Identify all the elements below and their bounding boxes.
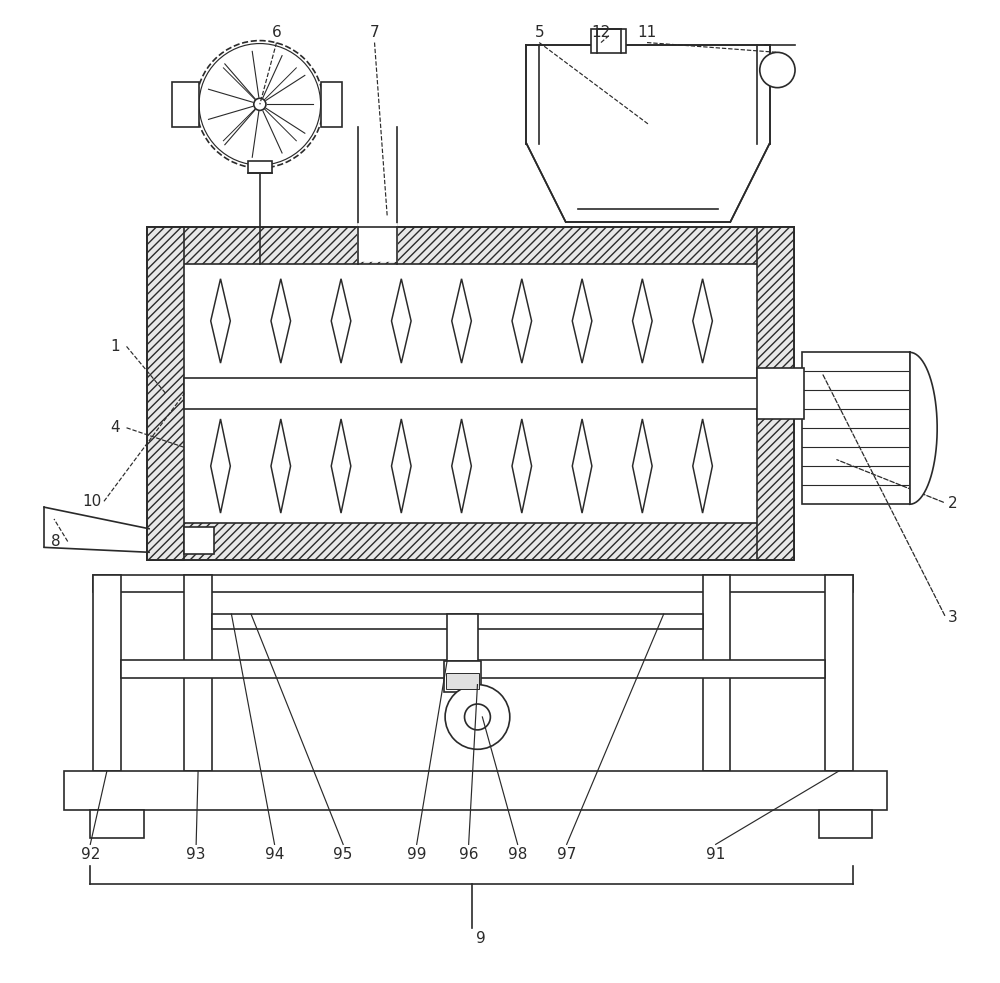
Circle shape: [196, 40, 324, 168]
Bar: [90, 810, 144, 838]
Polygon shape: [452, 419, 471, 513]
Text: 8: 8: [51, 534, 61, 549]
Polygon shape: [211, 279, 230, 363]
Bar: [212, 614, 703, 629]
Text: 98: 98: [508, 846, 527, 862]
Polygon shape: [526, 45, 770, 222]
Circle shape: [199, 43, 321, 165]
Bar: [794, 377, 802, 409]
Text: 10: 10: [83, 493, 102, 509]
Circle shape: [760, 52, 795, 87]
Text: 2: 2: [948, 495, 958, 511]
Polygon shape: [452, 279, 471, 363]
Bar: [819, 810, 872, 838]
Text: 96: 96: [459, 846, 478, 862]
Circle shape: [445, 684, 510, 749]
Circle shape: [465, 704, 490, 730]
Bar: [802, 352, 910, 504]
Polygon shape: [910, 352, 937, 504]
Polygon shape: [391, 279, 411, 363]
Text: 4: 4: [110, 421, 120, 435]
Polygon shape: [391, 419, 411, 513]
Polygon shape: [211, 419, 230, 513]
Bar: [184, 227, 757, 523]
Polygon shape: [633, 279, 652, 363]
Text: 5: 5: [534, 26, 544, 40]
Bar: [447, 614, 478, 662]
Bar: [184, 377, 794, 409]
Polygon shape: [572, 279, 592, 363]
Text: 97: 97: [557, 846, 576, 862]
Text: 6: 6: [272, 26, 281, 40]
Polygon shape: [693, 419, 712, 513]
Bar: [321, 82, 342, 127]
Polygon shape: [512, 279, 532, 363]
Text: 92: 92: [81, 846, 100, 862]
Circle shape: [254, 98, 266, 110]
Bar: [825, 575, 853, 771]
Text: 12: 12: [591, 26, 611, 40]
Bar: [147, 227, 794, 264]
Polygon shape: [512, 419, 532, 513]
Polygon shape: [331, 279, 351, 363]
Bar: [591, 29, 626, 53]
Polygon shape: [271, 419, 291, 513]
Bar: [248, 161, 272, 173]
Text: 91: 91: [706, 846, 725, 862]
Bar: [184, 527, 214, 554]
Bar: [184, 575, 212, 771]
Bar: [358, 224, 397, 261]
Bar: [147, 523, 794, 560]
Text: 95: 95: [333, 846, 353, 862]
Polygon shape: [633, 419, 652, 513]
Text: 7: 7: [370, 26, 379, 40]
Text: 9: 9: [476, 931, 485, 946]
Bar: [147, 227, 794, 560]
Text: 1: 1: [110, 339, 120, 354]
Text: 93: 93: [186, 846, 206, 862]
Bar: [121, 661, 825, 677]
Bar: [757, 368, 804, 419]
Bar: [93, 575, 853, 593]
Text: 3: 3: [948, 610, 958, 625]
Bar: [172, 82, 199, 127]
Bar: [444, 662, 481, 692]
Polygon shape: [271, 279, 291, 363]
Text: 99: 99: [407, 846, 426, 862]
Bar: [64, 771, 887, 810]
Bar: [147, 227, 184, 560]
Bar: [446, 672, 479, 688]
Polygon shape: [693, 279, 712, 363]
Bar: [703, 575, 730, 771]
Text: 94: 94: [265, 846, 284, 862]
Bar: [93, 575, 121, 771]
Text: 11: 11: [637, 26, 657, 40]
Bar: [757, 227, 794, 560]
Polygon shape: [331, 419, 351, 513]
Polygon shape: [572, 419, 592, 513]
